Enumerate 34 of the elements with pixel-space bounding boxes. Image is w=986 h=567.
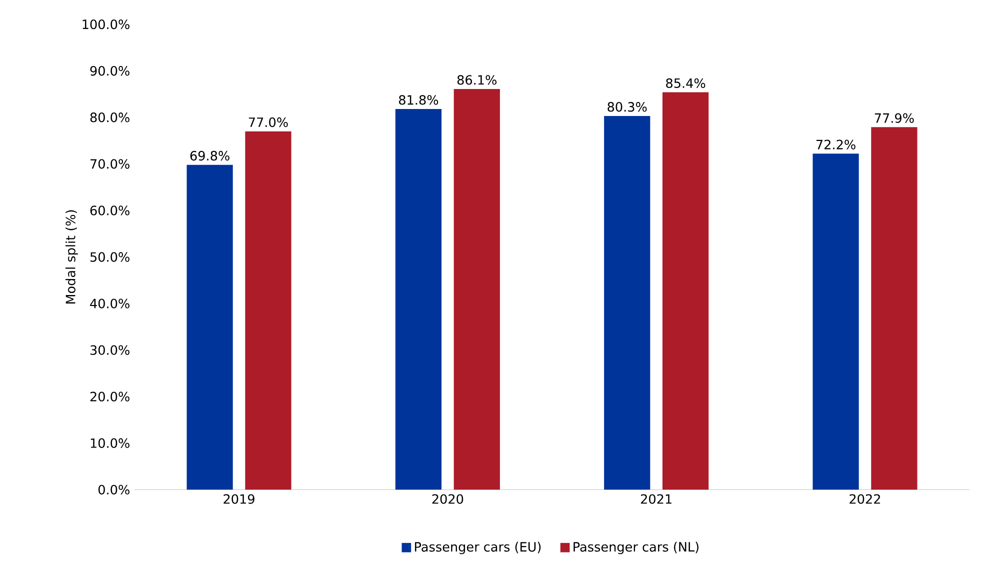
y-tick-label: 100.0% [82, 19, 130, 30]
y-tick-label: 20.0% [90, 392, 130, 402]
data-label: 69.8% [190, 150, 230, 161]
bar [395, 109, 442, 490]
data-label: 86.1% [457, 75, 496, 85]
x-tick-label: 2019 [224, 494, 254, 504]
data-label: 77.0% [248, 117, 288, 128]
bar [454, 89, 500, 490]
data-label: 77.9% [874, 113, 914, 123]
y-tick-label: 10.0% [90, 438, 130, 448]
data-label: 72.2% [816, 140, 856, 150]
bar [871, 127, 918, 490]
y-tick-label: 60.0% [90, 206, 130, 216]
y-tick-label: 50.0% [90, 252, 130, 262]
y-axis-title: Modal split (%) [65, 210, 78, 304]
y-tick-label: 70.0% [90, 159, 130, 169]
bar [662, 92, 709, 490]
x-tick-label: 2021 [640, 494, 672, 504]
bar [812, 154, 859, 490]
data-label: 80.3% [608, 102, 647, 112]
data-label: 85.4% [666, 78, 706, 88]
legend-label: Passenger cars (EU) [414, 542, 541, 554]
bar [604, 116, 650, 490]
y-tick-label: 30.0% [90, 345, 130, 355]
y-tick-label: 40.0% [90, 298, 130, 308]
legend-label: Passenger cars (NL) [574, 542, 698, 554]
y-tick-label: 0.0% [98, 484, 130, 494]
y-tick-label: 90.0% [90, 66, 130, 76]
bar [245, 131, 292, 490]
y-tick-label: 80.0% [90, 112, 130, 122]
x-tick-label: 2020 [432, 494, 464, 504]
bar [186, 164, 233, 490]
x-tick-label: 2022 [850, 494, 880, 504]
data-label: 81.8% [399, 95, 438, 105]
